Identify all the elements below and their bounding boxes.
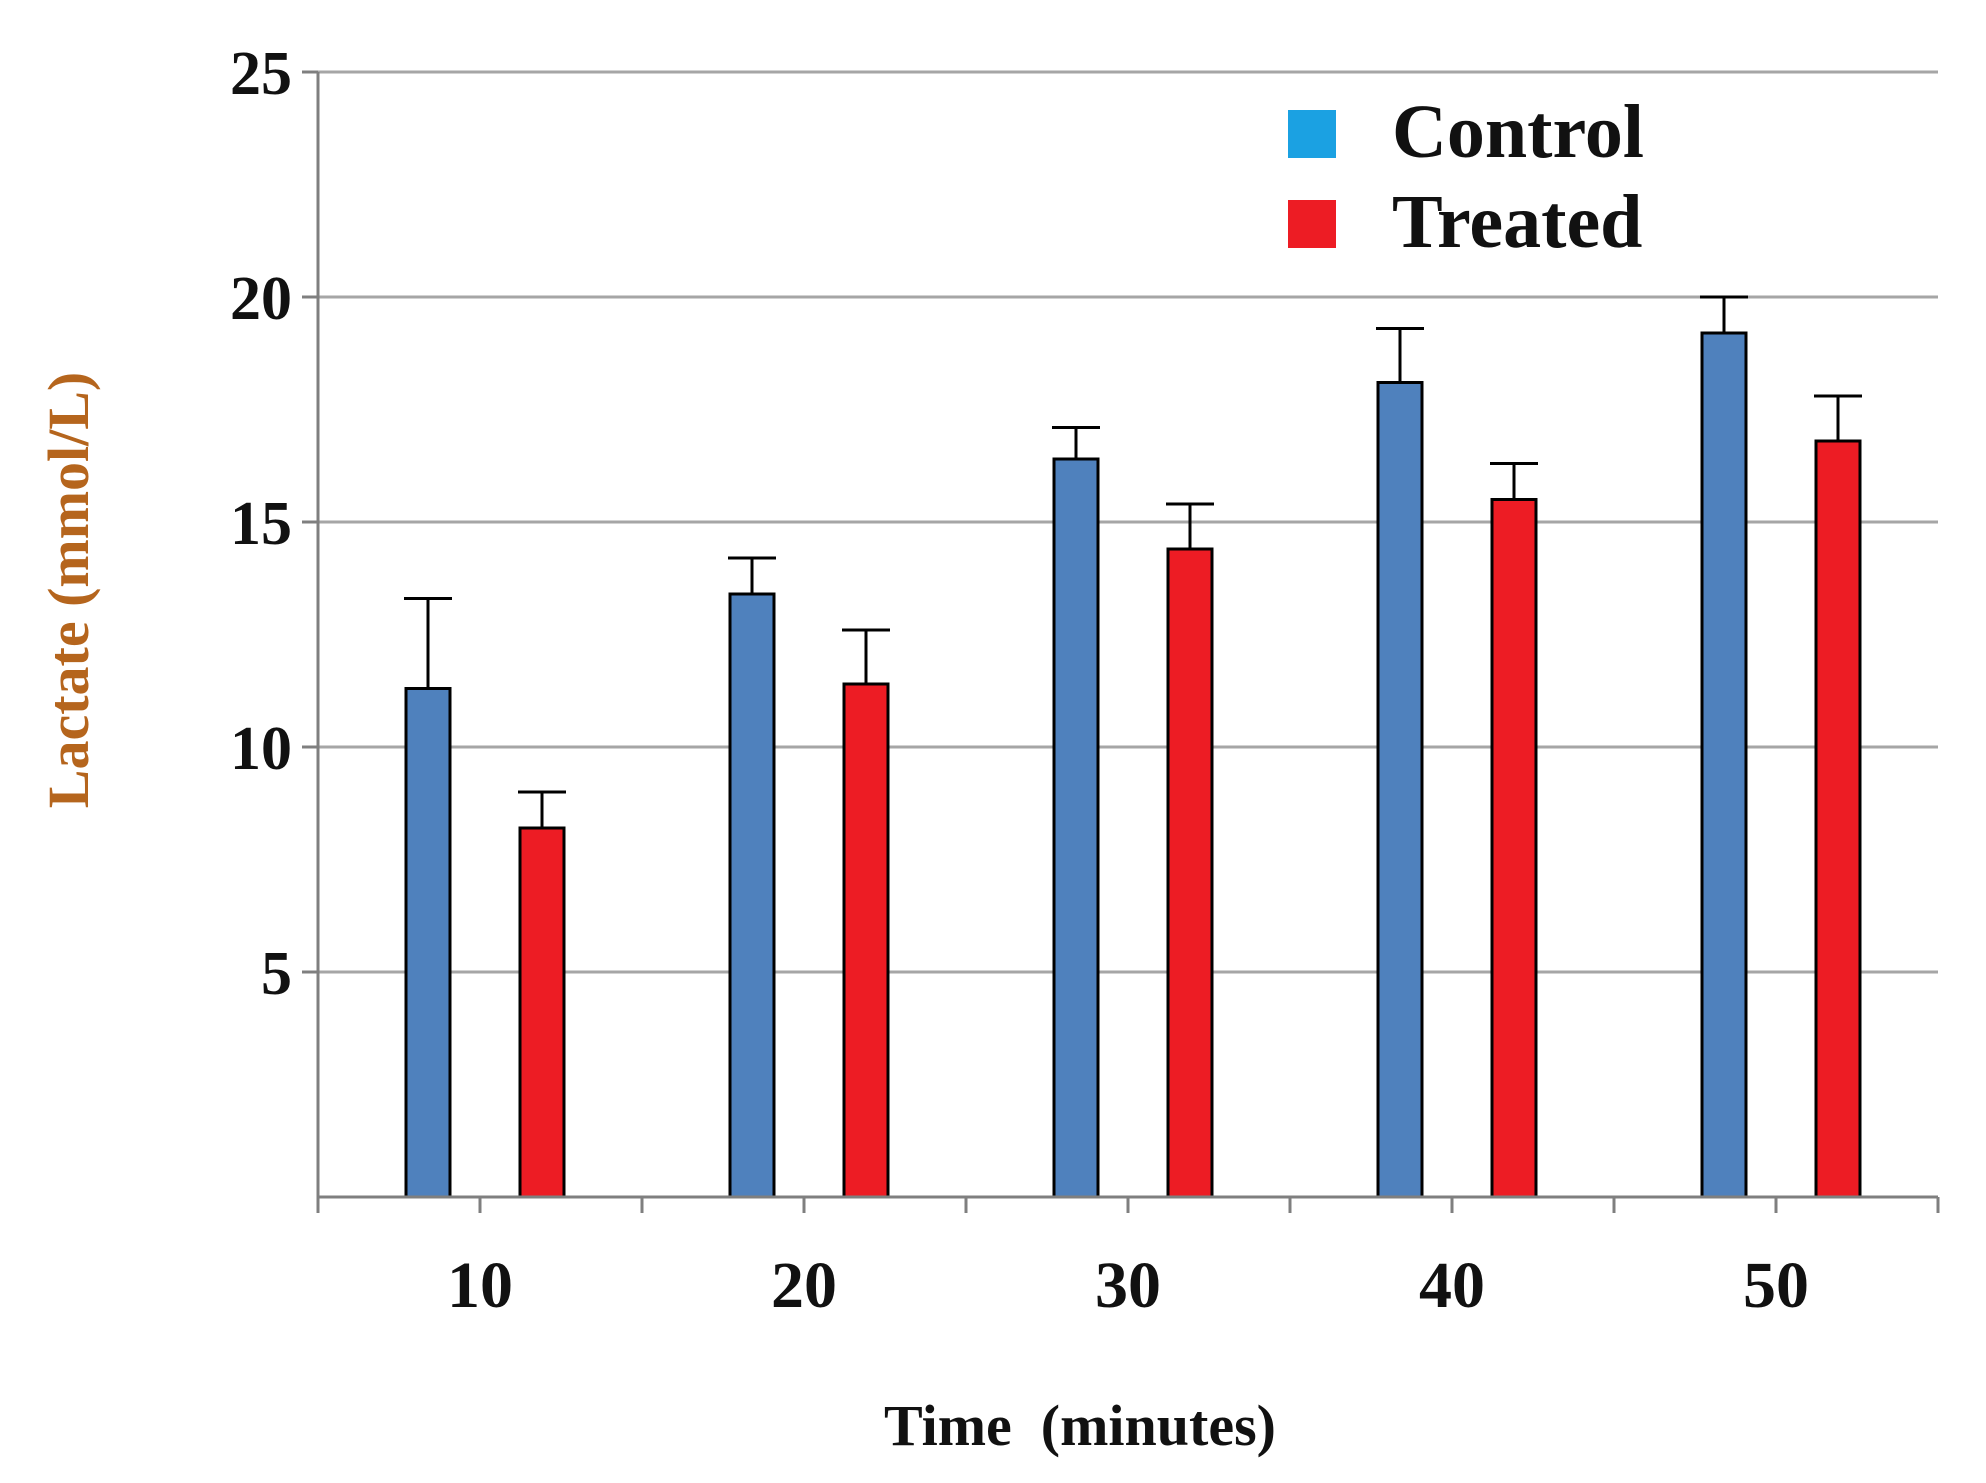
bar-treated-20: [842, 682, 890, 1199]
y-tick-label: 5: [261, 940, 292, 1008]
bar-treated-30: [1166, 547, 1214, 1199]
bar-treated-40: [1490, 498, 1538, 1199]
y-tick-label: 15: [230, 490, 292, 558]
legend-label-control: Control: [1392, 90, 1644, 174]
x-tick-label: 50: [1743, 1249, 1809, 1322]
x-tick-label: 40: [1419, 1249, 1485, 1322]
bar-control-40: [1376, 381, 1424, 1199]
y-tick-label: 20: [230, 265, 292, 333]
bar-control-30: [1052, 457, 1100, 1199]
bar-control-50: [1700, 331, 1748, 1199]
axis-layer: 5 10 15 20 25 10 20 30 40 50: [230, 40, 1940, 1322]
y-tick-label: 25: [230, 40, 292, 108]
y-axis-title: Lactate (mmol/L): [36, 372, 101, 808]
y-tick-label: 10: [230, 715, 292, 783]
x-axis-title: Time (minutes): [884, 1393, 1276, 1458]
legend-swatch-treated: [1288, 200, 1336, 248]
legend-swatch-control: [1288, 110, 1336, 158]
bar-treated-10: [518, 826, 566, 1199]
x-tick-label: 10: [447, 1249, 513, 1322]
x-tick-label: 20: [771, 1249, 837, 1322]
bar-treated-50: [1814, 439, 1862, 1199]
bar-control-10: [404, 687, 452, 1199]
bar-control-20: [728, 592, 776, 1199]
x-tick-label: 30: [1095, 1249, 1161, 1322]
bars-layer: [404, 295, 1862, 1199]
grid-layer: [318, 70, 1938, 974]
legend-label-treated: Treated: [1392, 180, 1642, 264]
